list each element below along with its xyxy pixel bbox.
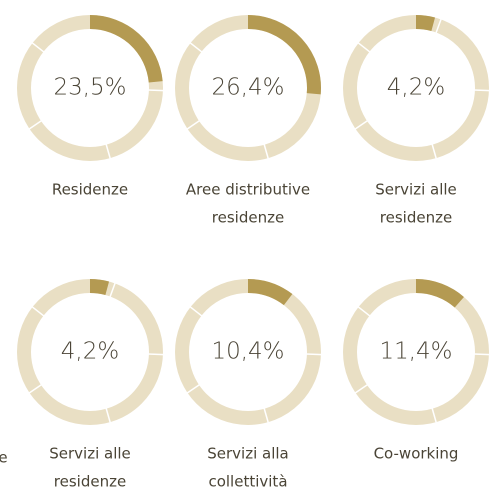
track-gap (147, 89, 164, 92)
track-gap (435, 18, 443, 34)
percent-label: 11,4% (379, 339, 452, 365)
donut-label: Residenze (52, 181, 128, 199)
track-gap (105, 143, 112, 160)
percent-label: 4,2% (387, 75, 445, 101)
percent-label: 23,5% (53, 75, 126, 101)
donut-label: Servizi alle (375, 181, 457, 199)
donut-arc (89, 15, 163, 83)
percent-label: 10,4% (211, 339, 284, 365)
donut-arc (415, 279, 464, 308)
track-gap (189, 305, 203, 317)
track-gap (305, 353, 322, 356)
track-gap (31, 305, 45, 317)
donut-label: residenze (380, 209, 452, 227)
donut-label: residenze (212, 209, 284, 227)
donut-label: Servizi alle (49, 445, 131, 463)
percent-label: 4,2% (61, 339, 119, 365)
track-gap (189, 41, 203, 53)
donut-arc (247, 15, 321, 95)
track-gap (263, 143, 270, 160)
track-gap (354, 119, 369, 131)
track-gap (186, 119, 201, 131)
donut-label: Co-working (374, 445, 459, 463)
track-gap (357, 41, 371, 53)
track-gap (105, 407, 112, 424)
track-gap (431, 143, 438, 160)
track-gap (473, 353, 490, 356)
track-gap (31, 41, 45, 53)
track-gap (147, 353, 164, 356)
donut-label: Servizi alla (207, 445, 289, 463)
track-gap (354, 383, 369, 395)
track-gap (357, 305, 371, 317)
track-gap (431, 407, 438, 424)
track-gap (28, 119, 43, 131)
track-gap (186, 383, 201, 395)
track-gap (263, 407, 270, 424)
percent-label: 26,4% (211, 75, 284, 101)
cropped-label: e (0, 449, 8, 467)
track-gap (109, 282, 117, 298)
donut-label: Aree distributive (186, 181, 310, 199)
track-gap (28, 383, 43, 395)
track-gap (473, 89, 490, 92)
donut-label: residenze (54, 473, 126, 491)
donut-arc (247, 279, 293, 306)
donut-arc (89, 279, 110, 296)
donut-label: collettività (208, 473, 287, 491)
donut-arc (415, 15, 436, 32)
